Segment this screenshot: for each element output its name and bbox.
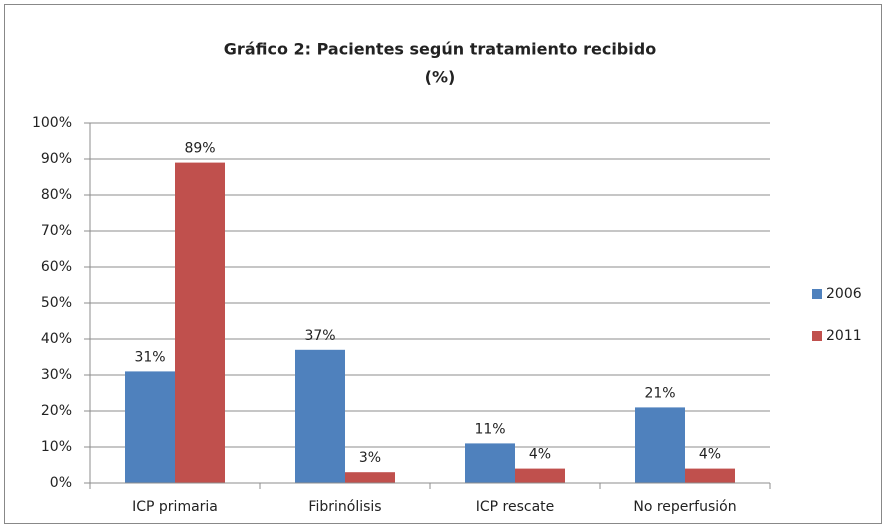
legend-label: 2011	[826, 328, 862, 344]
y-tick-label: 80%	[41, 187, 72, 203]
value-label: 37%	[304, 328, 335, 344]
x-tick-label: ICP rescate	[476, 499, 555, 515]
y-tick-label: 20%	[41, 403, 72, 419]
x-tick-label: No reperfusión	[633, 499, 736, 515]
value-label: 4%	[699, 447, 721, 463]
y-tick-label: 50%	[41, 295, 72, 311]
legend-swatch	[812, 331, 822, 341]
chart-subtitle: (%)	[425, 68, 456, 87]
bar	[685, 468, 735, 483]
legend-swatch	[812, 289, 822, 299]
y-tick-label: 100%	[32, 115, 72, 131]
x-tick-label: ICP primaria	[132, 499, 218, 515]
bar	[175, 162, 225, 483]
bar	[465, 443, 515, 483]
value-label: 3%	[359, 450, 381, 466]
value-label: 21%	[644, 385, 675, 401]
bar	[125, 371, 175, 483]
value-label: 89%	[184, 141, 215, 157]
x-tick-label: Fibrinólisis	[308, 499, 381, 515]
y-tick-label: 90%	[41, 151, 72, 167]
y-tick-label: 70%	[41, 223, 72, 239]
y-tick-label: 40%	[41, 331, 72, 347]
value-label: 31%	[134, 349, 165, 365]
value-label: 4%	[529, 447, 551, 463]
bar	[635, 407, 685, 483]
y-tick-label: 60%	[41, 259, 72, 275]
bar	[295, 349, 345, 483]
bar	[515, 468, 565, 483]
y-tick-label: 10%	[41, 439, 72, 455]
legend-label: 2006	[826, 286, 862, 302]
value-label: 11%	[474, 421, 505, 437]
y-tick-label: 0%	[50, 475, 72, 491]
y-tick-label: 30%	[41, 367, 72, 383]
bar	[345, 472, 395, 483]
chart-title: Gráfico 2: Pacientes según tratamiento r…	[224, 40, 656, 59]
